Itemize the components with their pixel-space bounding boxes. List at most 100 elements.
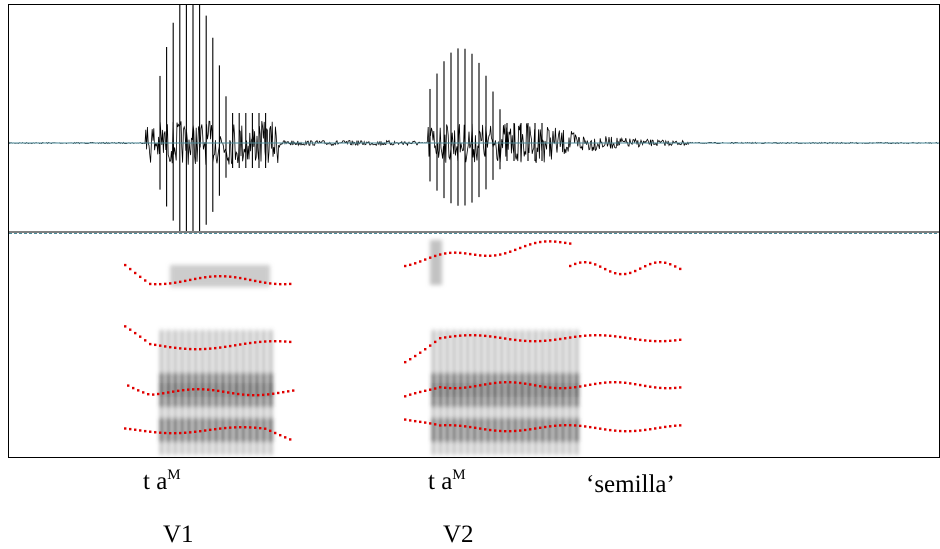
formant-dot bbox=[484, 428, 487, 431]
formant-dot bbox=[574, 262, 577, 266]
formant-dot bbox=[149, 282, 152, 286]
formant-dot bbox=[544, 339, 547, 342]
formant-dot bbox=[259, 340, 262, 344]
fricative bbox=[430, 240, 442, 285]
formant-dot bbox=[664, 261, 667, 264]
formant-dot bbox=[424, 389, 427, 393]
striation-dark bbox=[554, 418, 558, 442]
striation-dark bbox=[506, 418, 511, 442]
formant-dot bbox=[569, 242, 572, 245]
formant-dot bbox=[207, 388, 210, 391]
formant-dot bbox=[544, 425, 547, 429]
striation-dark bbox=[466, 383, 470, 407]
formant-dot bbox=[619, 429, 622, 433]
formant-dot bbox=[124, 325, 127, 328]
striation-dark bbox=[479, 418, 484, 442]
formant-dot bbox=[599, 334, 602, 337]
formant-dot bbox=[174, 431, 177, 435]
formant-dot bbox=[534, 339, 537, 343]
formant-dot bbox=[139, 429, 142, 432]
formant-dot bbox=[419, 390, 422, 394]
formant-dot bbox=[424, 258, 427, 261]
formant-dot bbox=[194, 430, 197, 433]
vowel-label: V1 bbox=[163, 521, 194, 548]
striation-dark bbox=[493, 383, 497, 407]
formant-dot bbox=[154, 343, 157, 347]
formant-dot bbox=[639, 267, 642, 270]
formant-dot bbox=[174, 281, 177, 284]
formant-dot bbox=[474, 253, 477, 256]
striation-dark bbox=[445, 418, 450, 442]
striation-dark bbox=[459, 418, 463, 442]
formant-dot bbox=[414, 354, 417, 358]
formant-dot bbox=[204, 276, 207, 279]
formant-dot bbox=[644, 384, 647, 388]
formant-dot bbox=[444, 336, 447, 339]
striation-dark bbox=[574, 383, 579, 407]
formant-dot bbox=[152, 393, 155, 396]
formant-dot bbox=[439, 253, 442, 256]
formant-dot bbox=[234, 344, 237, 347]
striation-dark bbox=[506, 383, 511, 407]
formant-dot bbox=[579, 424, 582, 428]
formant-dot bbox=[137, 389, 140, 392]
formant-dot bbox=[449, 386, 452, 390]
formant-dot bbox=[564, 386, 567, 390]
formant-dot bbox=[574, 386, 577, 389]
formant-dot bbox=[239, 276, 242, 280]
formant-dot bbox=[474, 426, 477, 430]
formant-dot bbox=[274, 431, 277, 435]
formant-dot bbox=[599, 265, 602, 268]
formant-dot bbox=[659, 426, 662, 429]
formant-dot bbox=[454, 386, 457, 390]
formant-dot bbox=[129, 427, 132, 431]
formant-dot bbox=[604, 267, 607, 271]
formant-dot bbox=[449, 335, 452, 338]
formant-dot bbox=[289, 340, 292, 344]
formant-dot bbox=[419, 351, 422, 354]
formant-dot bbox=[519, 339, 522, 342]
formant-dot bbox=[474, 384, 477, 388]
formant-dot bbox=[624, 429, 627, 433]
formant-dot bbox=[234, 426, 237, 429]
formant-dot bbox=[214, 427, 217, 431]
formant-dot bbox=[217, 389, 220, 393]
formant-dot bbox=[549, 240, 552, 243]
formant-dot bbox=[159, 431, 162, 434]
formant-dot bbox=[649, 428, 652, 431]
striation-dark bbox=[438, 383, 443, 407]
formant-dot bbox=[287, 390, 290, 393]
formant-dot bbox=[534, 384, 537, 387]
formant-dot bbox=[444, 252, 447, 255]
formant-dot bbox=[204, 347, 207, 351]
formant-dot bbox=[519, 246, 522, 250]
formant-dot bbox=[609, 270, 612, 273]
formant-dot bbox=[549, 339, 552, 342]
formant-dot bbox=[179, 280, 182, 284]
formant-dot bbox=[409, 263, 412, 267]
formant-dot bbox=[204, 429, 207, 432]
formant-dot bbox=[614, 335, 617, 338]
formant-dot bbox=[669, 263, 672, 266]
formant-dot bbox=[509, 250, 512, 253]
formant-dot bbox=[429, 256, 432, 259]
striation-dark bbox=[241, 418, 246, 442]
spectrogram bbox=[160, 240, 579, 455]
formant-dot bbox=[489, 335, 492, 338]
formant-dot bbox=[249, 278, 252, 282]
formant-dot bbox=[267, 393, 270, 396]
formant-dot bbox=[184, 431, 187, 434]
formant-dot bbox=[284, 436, 287, 439]
formant-dot bbox=[144, 339, 147, 342]
formant-dot bbox=[504, 381, 507, 384]
striation-dark bbox=[200, 383, 205, 407]
formant-dot bbox=[229, 275, 232, 278]
striation-dark bbox=[187, 418, 191, 442]
formant-dot bbox=[289, 282, 292, 286]
formant-dot bbox=[659, 261, 662, 264]
formant-dot bbox=[614, 271, 617, 275]
formant-dot bbox=[259, 426, 262, 430]
formant-dot bbox=[187, 388, 190, 391]
formant-dot bbox=[244, 342, 247, 345]
formant-dot bbox=[157, 392, 160, 396]
